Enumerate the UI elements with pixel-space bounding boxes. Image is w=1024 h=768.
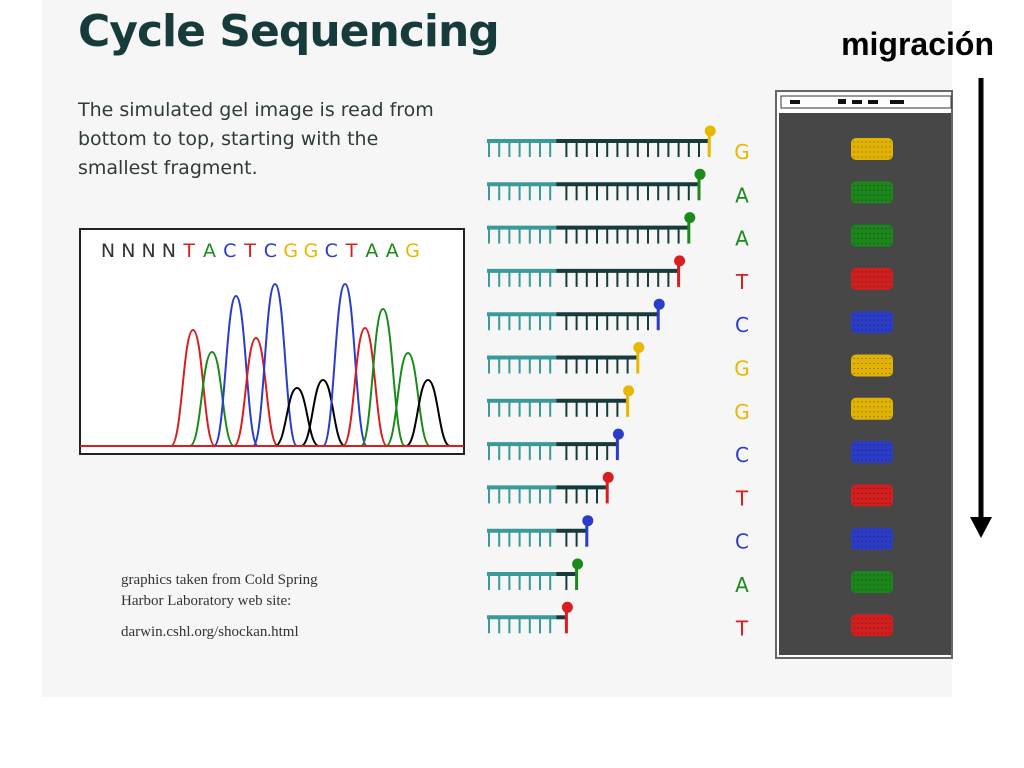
credit-line-1: graphics taken from Cold Spring <box>121 572 318 588</box>
sequence-letter: A <box>365 240 378 262</box>
fragment-base-label: G <box>734 140 750 164</box>
terminator-dye <box>633 342 645 353</box>
fragment-base-label: T <box>735 270 749 294</box>
slide-subtitle: The simulated gel image is read from bot… <box>78 99 434 179</box>
credit-url: darwin.cshl.org/shockan.html <box>121 624 299 640</box>
terminator-dye <box>561 601 573 613</box>
terminator-dye <box>653 298 665 310</box>
chromatogram-peak <box>213 294 259 447</box>
gel-well-marks <box>790 99 904 104</box>
gel-band <box>851 614 893 637</box>
fragment-base-label: A <box>735 573 749 597</box>
terminator-dye <box>602 471 614 483</box>
migration-label: migración <box>841 26 994 62</box>
sequence-letter: N <box>141 240 155 262</box>
terminator-dye <box>572 558 584 570</box>
fragment-row: T <box>487 601 749 640</box>
sequence-letter: T <box>345 240 358 262</box>
gel-image <box>775 90 953 659</box>
chromatogram-peak <box>189 350 235 447</box>
sequence-letter: N <box>121 240 135 262</box>
gel-band <box>851 311 893 334</box>
sequence-letter: C <box>325 240 338 262</box>
gel-band <box>851 181 893 204</box>
fragment-row: C <box>487 515 749 554</box>
fragment-base-label: C <box>735 530 749 554</box>
chromatogram-peak <box>405 378 451 447</box>
sequence-letter: G <box>283 240 298 262</box>
chromatogram-peak <box>385 351 431 447</box>
sequence-letter: N <box>101 240 115 262</box>
credit-line-2: Harbor Laboratory web site: <box>121 593 292 609</box>
gel-wells <box>780 95 952 109</box>
gel-band <box>851 397 893 420</box>
fragment-row: T <box>487 255 749 294</box>
sequence-letter: A <box>386 240 399 262</box>
fragment-row: C <box>487 298 749 337</box>
fragment-base-label: A <box>735 183 749 207</box>
gel-band <box>851 224 893 247</box>
sequence-letter: T <box>182 240 195 262</box>
gel-band <box>851 484 893 507</box>
gel-background <box>779 113 951 655</box>
sequence-letter: G <box>304 240 319 262</box>
fragment-row: A <box>487 212 749 251</box>
fragment-base-label: C <box>735 443 749 467</box>
chromatogram-peak <box>342 326 388 447</box>
gel-band <box>851 527 893 550</box>
sequence-letter: G <box>405 240 420 262</box>
gel-band <box>851 267 893 290</box>
terminator-dye <box>694 168 706 180</box>
gel-bands <box>851 138 893 637</box>
gel-band <box>851 138 893 160</box>
fragment-row: T <box>487 471 749 510</box>
chromatogram-peak <box>274 386 320 447</box>
fragment-base-label: T <box>735 616 749 640</box>
chromatogram-peak <box>360 307 406 447</box>
gel-band <box>851 571 893 593</box>
fragment-base-label: C <box>735 313 749 337</box>
fragment-row: G <box>487 342 750 381</box>
chromatogram-peak <box>233 336 279 447</box>
fragment-row: C <box>487 428 749 467</box>
migration-arrow-head <box>970 517 992 538</box>
terminator-dye <box>582 515 594 527</box>
terminator-dye <box>704 125 716 137</box>
fragment-row: G <box>487 125 750 164</box>
chromatogram-peak <box>300 378 346 447</box>
terminator-dye <box>684 212 696 224</box>
fragment-base-label: A <box>735 227 749 251</box>
sequence-letter: A <box>203 240 216 262</box>
gel-band <box>851 354 893 377</box>
sequence-letter: N <box>162 240 176 262</box>
fragment-base-label: G <box>734 357 750 381</box>
fragment-row: A <box>487 168 749 207</box>
chromatogram-box <box>79 228 465 455</box>
chromatogram-peaks <box>170 282 451 447</box>
gel-band <box>851 441 893 464</box>
slide-title: Cycle Sequencing <box>78 6 500 57</box>
terminator-dye <box>623 385 635 397</box>
fragment-base-label: G <box>734 400 750 424</box>
fragment-row: G <box>487 385 750 424</box>
sequence-letter: C <box>223 240 236 262</box>
terminator-dye <box>674 255 686 267</box>
fragment-row: A <box>487 558 749 597</box>
fragment-base-label: T <box>735 486 749 510</box>
chromatogram-peak <box>322 282 368 447</box>
terminator-dye <box>612 428 624 440</box>
chromatogram-peak <box>170 328 216 447</box>
sequence-letter: C <box>264 240 277 262</box>
sequence-letter: T <box>243 240 256 262</box>
